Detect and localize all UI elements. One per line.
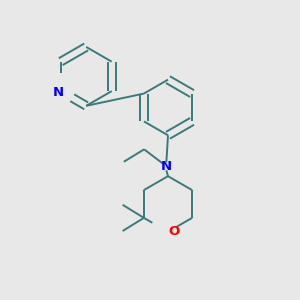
Text: N: N (161, 160, 172, 173)
Text: O: O (168, 225, 179, 238)
Text: N: N (52, 86, 64, 99)
